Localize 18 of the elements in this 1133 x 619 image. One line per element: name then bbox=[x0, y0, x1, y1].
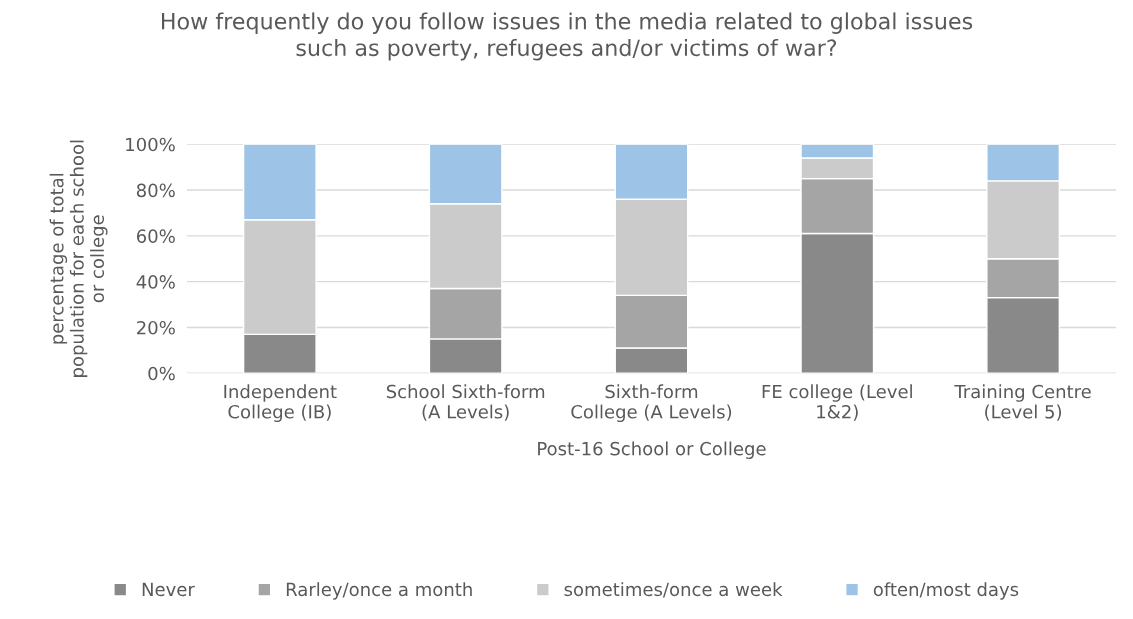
x-tick-label: Sixth-form College (A Levels) bbox=[571, 384, 732, 423]
x-tick-label: Training Centre (Level 5) bbox=[954, 384, 1091, 421]
y-tick-label: 20% bbox=[137, 320, 175, 335]
y-tick-label: 60% bbox=[136, 229, 175, 243]
chart-title: How frequently do you follow issues in the media related to global issues such as poverty, refugees and/or victims of war? bbox=[161, 12, 973, 61]
x-axis-title: Post-16 School or College bbox=[538, 441, 766, 459]
y-axis-title: percentage of total population for each school or college bbox=[49, 140, 108, 377]
x-tick-label: School Sixth-form (A Levels) bbox=[386, 384, 545, 421]
x-tick-label: Independent College (IB) bbox=[224, 384, 337, 423]
legend-label: sometimes/once a week bbox=[564, 582, 783, 598]
y-tick-label: 100% bbox=[126, 137, 175, 152]
y-tick-label: 0% bbox=[148, 366, 175, 381]
legend-label: Rarley/once a month bbox=[286, 582, 472, 600]
y-tick-label: 40% bbox=[136, 275, 175, 289]
legend-label: Never bbox=[142, 582, 195, 597]
legend-label: often/most days bbox=[873, 582, 1019, 600]
y-tick-label: 80% bbox=[136, 183, 175, 198]
x-tick-label: FE college (Level 1&2) bbox=[762, 384, 912, 421]
